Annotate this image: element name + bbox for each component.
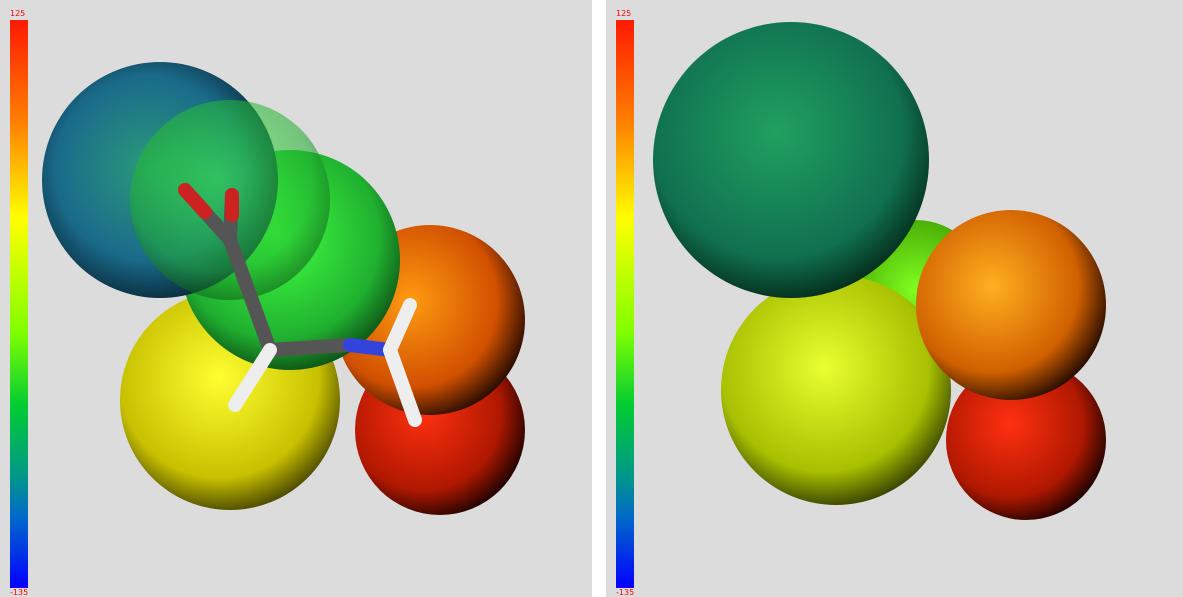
molecule-surface xyxy=(42,62,525,515)
right-viewer: 125 -135 xyxy=(606,0,1183,597)
color-scale xyxy=(616,20,634,588)
scale-min-label: -135 xyxy=(616,588,635,597)
molecule-surface xyxy=(653,22,1106,520)
scale-min-label: -135 xyxy=(10,588,29,597)
scale-max-label: 125 xyxy=(10,9,26,18)
left-viewer: 125 -135 xyxy=(0,0,592,597)
scale-max-label: 125 xyxy=(616,9,632,18)
color-scale xyxy=(10,20,28,588)
